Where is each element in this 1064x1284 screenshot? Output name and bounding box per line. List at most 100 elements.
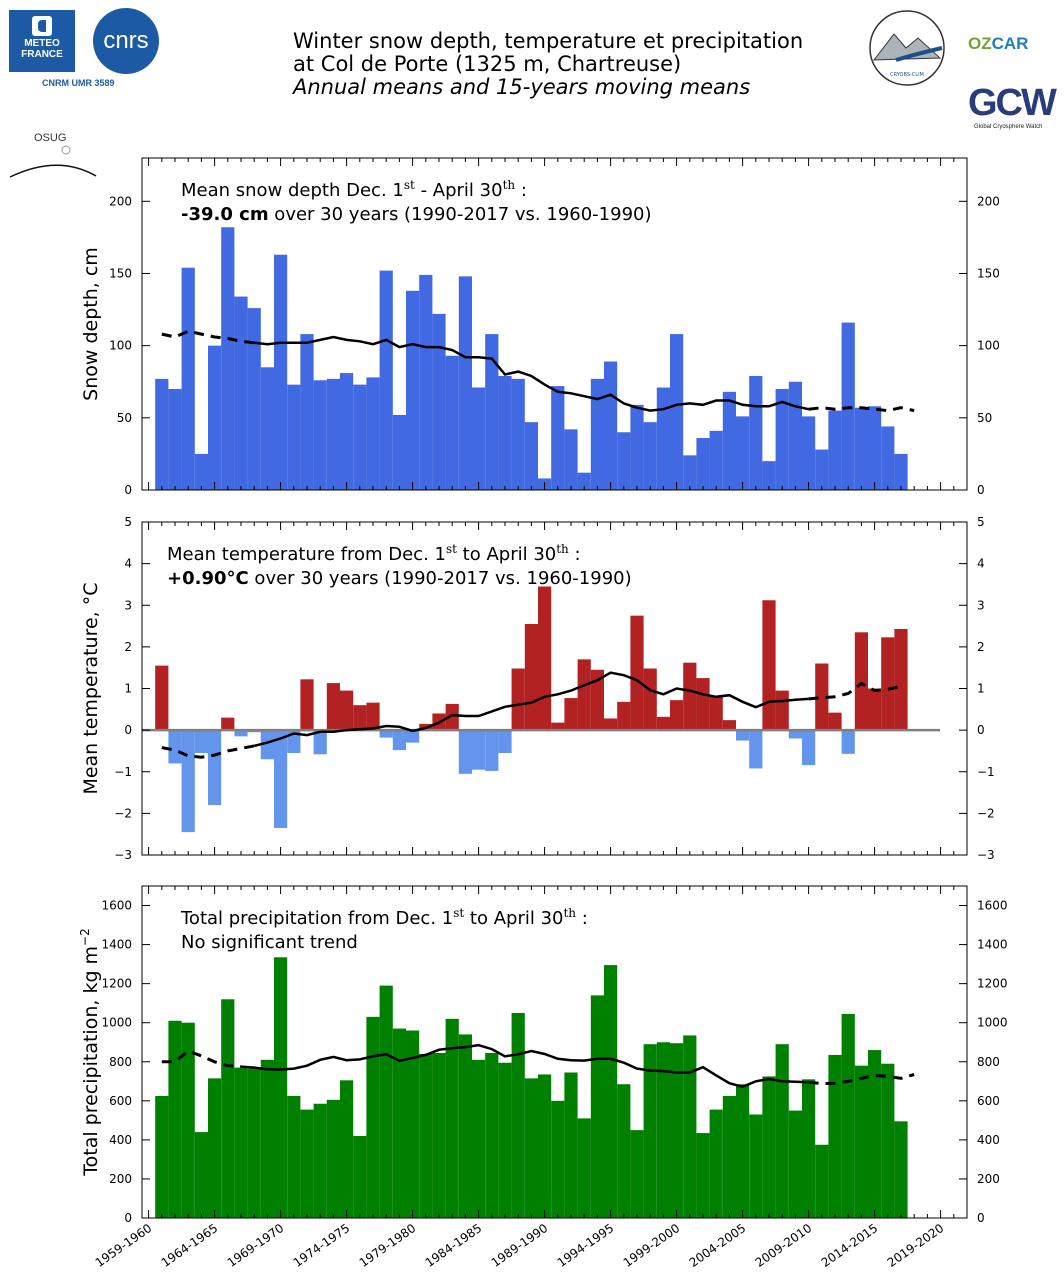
temp-bar [300,679,314,731]
snow-bar [511,378,525,490]
precip-bar [445,1018,459,1218]
x-tick-label: 1969-1970 [225,1221,287,1270]
precip-bar [472,1059,486,1218]
ozcar-car: CAR [991,34,1029,53]
temp-bar [709,695,723,731]
snow-bar [788,381,802,490]
snow-bar [894,453,908,490]
temp-bar [353,705,367,731]
precip-bar [392,1028,406,1218]
snow-bar [762,461,776,490]
precip-bar [287,1095,301,1218]
snow-bar [419,274,433,490]
snow-bar [670,334,684,490]
temp-ytick-label-right: 5 [977,515,985,529]
precip-bar [538,1074,552,1218]
temp-bar [854,632,868,731]
temp-ytick-label-right: 1 [977,682,985,696]
snow-bar [247,308,261,490]
temp-bar [485,730,499,771]
temp-annotation-line1: Mean temperature from Dec. 1st to April … [167,542,581,565]
temp-bar [458,730,472,774]
meteo-france-text-2: FRANCE [21,49,63,60]
temp-bar [802,730,816,766]
snow-ytick-label-right: 100 [977,339,1000,353]
snow-ytick-label-right: 150 [977,266,1000,280]
snow-bar [353,384,367,490]
precip-bar [749,1114,763,1218]
temp-bar [379,730,393,738]
precip-bar [854,1065,868,1218]
temp-bar [366,702,380,731]
temp-ytick-label-left: 4 [124,557,132,571]
temp-bar [340,690,354,731]
precip-ytick-label-left: 1600 [101,899,132,913]
temp-ytick-label-left: −3 [114,848,132,862]
temp-annotation-line2: +0.90°C over 30 years (1990-2017 vs. 196… [167,568,632,589]
precip-panel: 0 0 200 200 400 400 600 600 800 800 1000 1000 1200 12… [78,885,1008,1225]
snow-bar [854,407,868,490]
precip-ytick-label-right: 0 [977,1211,985,1225]
snow-bar [617,432,631,490]
x-tick-label: 1959-1960 [93,1221,155,1270]
temp-bar [722,720,736,731]
temp-ytick-label-right: −3 [977,848,995,862]
precip-moving-mean-dashed-end [808,1073,915,1086]
cryobs-clim-logo: CRYOBS-CLIM [866,8,948,88]
snow-bar [379,270,393,490]
precip-bar [379,985,393,1218]
snow-bar [208,345,222,490]
temp-bar [894,628,908,731]
snow-bar [881,426,895,490]
snow-bar [485,334,499,490]
temp-bar [643,668,657,731]
temp-bar [524,623,538,731]
temp-ytick-label-right: 2 [977,640,985,654]
snow-moving-mean [254,335,809,412]
temp-ylabel: Mean temperature, °C [80,582,102,794]
cnrs-logo: cnrs [93,8,159,74]
precip-bar [643,1044,657,1218]
chart-title: Winter snow depth, temperature et precip… [293,30,803,99]
temp-panel: −3 −3 −2 −2 −1 −1 0 0 1 1 2 2 3 3 4 4 5 5 Mean temperature… [80,515,995,862]
snow-bar [155,378,169,490]
temp-bar [736,730,750,741]
temp-ytick-label-left: −1 [114,765,132,779]
temp-bar [762,600,776,731]
precip-bar [894,1121,908,1218]
temp-bar [511,668,525,731]
snow-ytick-label-left: 100 [109,339,132,353]
x-tick-label: 1964-1965 [159,1221,221,1270]
temp-ytick-label-left: 3 [124,598,132,612]
osug-arc-icon [9,145,97,178]
snow-bar [630,404,644,490]
snow-bar [168,388,182,490]
temp-bar [313,730,327,755]
precip-ytick-label-right: 800 [977,1055,1000,1069]
precip-ytick-label-left: 200 [109,1172,132,1186]
snow-ytick-label-right: 0 [977,483,985,497]
precip-annotation-line2: No significant trend [181,932,358,953]
precip-bar [630,1130,644,1218]
precip-ytick-label-left: 800 [109,1055,132,1069]
meteo-france-icon [32,16,52,36]
precip-ylabel: Total precipitation, kg m−2 [78,928,102,1177]
temp-bar [208,730,222,806]
snow-bar [802,416,816,490]
temp-ytick-label-left: −2 [114,806,132,820]
snow-bar [498,375,512,490]
precip-bar [432,1052,446,1218]
precip-bar [551,1100,565,1218]
temp-bar [656,716,670,731]
temp-bar [260,730,274,760]
snow-panel: 0 0 50 50 100 100 150 150 200 200 Snow depth, cm Me… [80,157,1000,497]
snow-bar [326,378,340,490]
precip-bar [419,1053,433,1218]
snow-bar [472,387,486,490]
temp-bar [749,730,763,769]
precip-bar [802,1079,816,1218]
precip-bar [260,1059,274,1218]
precip-bar [881,1063,895,1218]
temp-bar [577,659,591,731]
temp-moving-mean [253,671,809,748]
